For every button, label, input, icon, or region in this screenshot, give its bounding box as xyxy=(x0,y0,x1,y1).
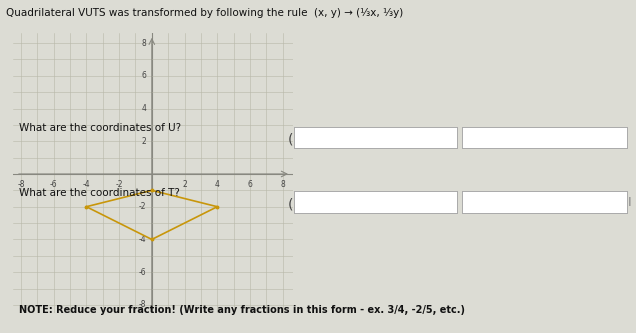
Text: -8: -8 xyxy=(139,300,146,309)
Text: (: ( xyxy=(287,198,293,212)
Text: -6: -6 xyxy=(139,268,146,277)
Text: -2: -2 xyxy=(115,180,123,189)
Text: (: ( xyxy=(287,133,293,147)
Text: 4: 4 xyxy=(215,180,219,189)
Text: -4: -4 xyxy=(139,235,146,244)
Text: NOTE: Reduce your fraction! (Write any fractions in this form - ex. 3/4, -2/5, e: NOTE: Reduce your fraction! (Write any f… xyxy=(19,305,465,315)
Text: 8: 8 xyxy=(280,180,285,189)
Text: I: I xyxy=(628,196,632,209)
Text: 2: 2 xyxy=(141,137,146,146)
Text: 8: 8 xyxy=(141,39,146,48)
Text: -6: -6 xyxy=(50,180,57,189)
Text: -4: -4 xyxy=(83,180,90,189)
Text: 4: 4 xyxy=(141,104,146,113)
Text: -8: -8 xyxy=(17,180,25,189)
Text: -2: -2 xyxy=(139,202,146,211)
Text: What are the coordinates of T?: What are the coordinates of T? xyxy=(19,188,180,198)
Text: Quadrilateral VUTS was transformed by following the rule  (x, y) → (⅓x, ⅓y): Quadrilateral VUTS was transformed by fo… xyxy=(6,8,404,18)
Text: 2: 2 xyxy=(182,180,187,189)
Text: What are the coordinates of U?: What are the coordinates of U? xyxy=(19,123,181,133)
Text: 6: 6 xyxy=(247,180,252,189)
Text: 6: 6 xyxy=(141,71,146,80)
